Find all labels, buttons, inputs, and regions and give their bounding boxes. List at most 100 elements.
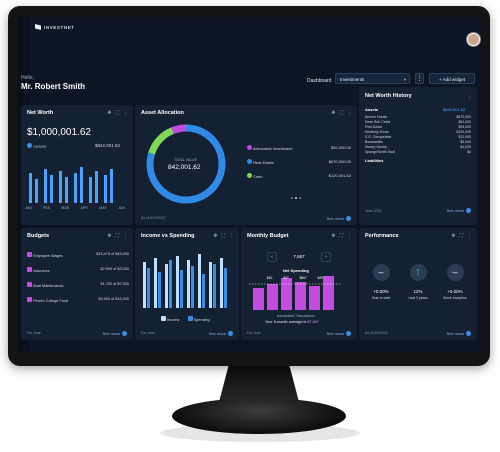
list-item[interactable]: Money Money $4,020 xyxy=(365,145,471,150)
legend-name: Alternative Investment xyxy=(252,146,293,151)
kebab-menu-icon[interactable]: ⋮ xyxy=(123,233,128,239)
assets-label: Assets xyxy=(33,144,47,149)
net-worth-card: Net Worth ✥ ⛶ ⋮ $1,000,001.62 Assets $842,… xyxy=(21,105,133,225)
hierarchy-icon[interactable]: ⛶ xyxy=(339,110,343,116)
chevron-left-icon[interactable]: ‹ xyxy=(267,251,277,262)
view-select[interactable]: Investments ▾ xyxy=(335,73,410,84)
card-tools: ✥ ⛶ ⋮ xyxy=(331,110,352,116)
note-title: Associated Transactions xyxy=(277,314,315,318)
pagination-dots[interactable] xyxy=(291,197,301,199)
list-item[interactable]: Kimberly Kruds $100,000 xyxy=(365,130,471,135)
legend-value: $52,000.00 xyxy=(330,145,351,150)
item-value: $52,000 xyxy=(458,120,471,124)
hierarchy-icon[interactable]: ⛶ xyxy=(115,110,119,116)
stat-3yr: ↑ 12% Last 3 years xyxy=(400,264,436,300)
bar-labels: $40 $67 $667 $49 xyxy=(267,276,323,280)
hierarchy-icon[interactable]: ⛶ xyxy=(115,233,119,239)
legend-name: Cash xyxy=(253,174,263,179)
add-widget-button[interactable]: + Add widget xyxy=(429,73,475,84)
page-dot-icon[interactable] xyxy=(295,197,297,199)
see-more-label: See more xyxy=(326,216,344,221)
kebab-menu-icon[interactable]: ⋮ xyxy=(347,233,352,239)
brand-logo[interactable]: INVESTNET xyxy=(35,24,75,30)
kebab-menu-icon[interactable]: ⋮ xyxy=(347,110,352,116)
move-icon[interactable]: ✥ xyxy=(331,233,336,239)
budget-list: Employee Wages $15,475 of $45,000 Insuran… xyxy=(27,252,129,303)
move-icon[interactable]: ✥ xyxy=(213,233,218,239)
list-item[interactable]: Insurance $2,900 of $3,000 xyxy=(27,267,129,273)
see-more-link[interactable]: See more xyxy=(447,208,471,213)
net-worth-chart xyxy=(29,167,113,203)
page-dot-icon[interactable] xyxy=(291,197,293,199)
kebab-menu-icon[interactable]: ⋮ xyxy=(467,233,472,239)
hierarchy-icon[interactable]: ⛶ xyxy=(221,233,225,239)
budget-color-icon xyxy=(27,297,32,302)
budget-name: Insurance xyxy=(33,269,50,273)
performance-stats: – +0.00% Year to date ↑ 12% Last 3 years… xyxy=(363,264,473,300)
income-swatch-icon xyxy=(161,316,166,321)
budgets-footer: For June xyxy=(27,331,41,335)
budgets-card: Budgets ✥ ⛶ ⋮ Employee Wages $15,475 of $45… xyxy=(21,228,133,340)
spending-bar xyxy=(224,268,227,308)
card-title: Asset Allocation xyxy=(141,110,184,116)
bar xyxy=(89,177,92,203)
hierarchy-icon[interactable]: ⛶ xyxy=(459,233,463,239)
bar xyxy=(44,169,47,203)
item-value: $25,000 xyxy=(458,125,471,129)
move-icon[interactable]: ✥ xyxy=(107,233,112,239)
item-value: $12,000 xyxy=(458,135,471,139)
list-item[interactable]: Sponge/Smith Soul $0 xyxy=(365,150,471,155)
list-item[interactable]: Anchor House $670,000 xyxy=(365,115,471,120)
list-item[interactable]: First Dollar $25,000 xyxy=(365,125,471,130)
stat-value: +0.00% xyxy=(373,289,389,294)
spending-bar xyxy=(191,266,194,308)
income-legend: Income Spending xyxy=(161,316,210,322)
card-tools: ✥ ⛶ ⋮ xyxy=(451,233,472,239)
note-value: $7,667 xyxy=(307,320,319,324)
month-label: MAY xyxy=(99,206,107,210)
stat-ytd: – +0.00% Year to date xyxy=(363,264,399,300)
bar-label: $40 xyxy=(267,276,273,280)
see-more-link[interactable]: See more xyxy=(209,331,233,336)
legend-name: Real Estate xyxy=(253,160,274,165)
kebab-menu-icon[interactable]: ⋮ xyxy=(123,110,128,116)
list-item[interactable]: Boat Maintenance $1,750 of $7,000 xyxy=(27,282,129,288)
item-name: Anchor House xyxy=(365,115,388,119)
note-text: Your 6-month average is xyxy=(265,320,307,324)
item-name: Bosmanikis xyxy=(365,140,383,144)
move-icon[interactable]: ✥ xyxy=(331,110,336,116)
header-menu-button[interactable]: ⋮ xyxy=(415,73,424,84)
history-assets-label: Assets xyxy=(365,107,379,112)
hierarchy-icon[interactable]: ⛶ xyxy=(339,233,343,239)
user-avatar[interactable] xyxy=(467,33,480,46)
see-more-link[interactable]: See more xyxy=(447,331,471,336)
budget-color-icon xyxy=(27,267,32,272)
see-more-label: See more xyxy=(446,331,464,336)
see-more-link[interactable]: See more xyxy=(103,331,127,336)
budget-color-icon xyxy=(27,252,32,257)
list-item[interactable]: Pearl's College Fund $2,900 of $15,000 xyxy=(27,297,129,303)
income-bar xyxy=(209,262,212,308)
list-item[interactable]: S.S. Chequelabs $12,000 xyxy=(365,135,471,140)
kebab-menu-icon[interactable]: ⋮ xyxy=(229,233,234,239)
see-more-link[interactable]: See more xyxy=(327,216,351,221)
move-icon[interactable]: ✥ xyxy=(107,110,112,116)
income-vs-spending-card: Income vs Spending ✥ ⛶ ⋮ Income Spending xyxy=(135,228,239,340)
history-footer: June 2022 xyxy=(365,209,382,213)
card-title: Performance xyxy=(365,233,399,239)
list-item[interactable]: Employee Wages $15,475 of $45,000 xyxy=(27,252,129,258)
list-item[interactable]: Sean Brin Cellar $52,000 xyxy=(365,120,471,125)
kebab-menu-icon[interactable]: ⋮ xyxy=(467,94,472,100)
chevron-right-icon[interactable]: › xyxy=(320,251,331,262)
list-item[interactable]: Bosmanikis $5,000 xyxy=(365,140,471,145)
see-more-link[interactable]: See more xyxy=(327,331,351,336)
move-icon[interactable]: ✥ xyxy=(451,233,456,239)
logo-mark-icon xyxy=(35,24,41,30)
hello-text: Hello, xyxy=(21,75,34,81)
see-more-label: See more xyxy=(102,331,120,336)
page-dot-icon[interactable] xyxy=(299,197,301,199)
item-name: Sean Brin Cellar xyxy=(365,120,391,124)
brand-name: INVESTNET xyxy=(44,24,75,30)
arrow-circle-icon xyxy=(466,208,471,213)
budget-picker[interactable]: ‹ 7,667 › xyxy=(267,251,331,262)
